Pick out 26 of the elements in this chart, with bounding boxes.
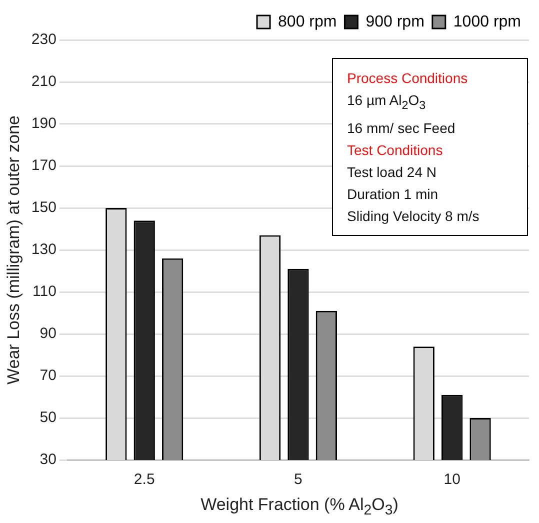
legend-label: 900 rpm: [366, 13, 424, 30]
x-axis-title: Weight Fraction (% Al$_{2}$O$_{3}$): [200, 495, 400, 518]
legend-label: 800 rpm: [278, 13, 337, 30]
y-tick-label: 90: [40, 325, 56, 342]
legend-label: 1000 rpm: [453, 13, 521, 30]
y-tick-label: 70: [40, 367, 56, 384]
annotation: Process Conditions: [347, 69, 469, 88]
y-tick-label: 130: [31, 241, 56, 258]
annotation: 16 µm Al$_{2}$O$_{3}$: [347, 91, 427, 114]
x-tick-label: 5: [294, 471, 302, 488]
annotation: Test load 24 N: [347, 162, 438, 182]
annotation: Test Conditions: [347, 140, 444, 160]
y-tick-label: 150: [31, 199, 56, 216]
annotation: 16 mm/ sec Feed: [347, 118, 456, 138]
y-tick-label: 50: [40, 409, 56, 426]
y-tick-label: 190: [31, 115, 56, 132]
y-tick-label: 210: [31, 73, 56, 90]
y-tick-label: 170: [31, 157, 56, 174]
x-tick-label: 2.5: [134, 471, 155, 488]
y-tick-label: 30: [40, 451, 56, 468]
y-tick-label: 110: [32, 283, 56, 300]
annotation: Sliding Velocity 8 m/s: [347, 206, 480, 226]
annotation: Duration 1 min: [347, 184, 440, 204]
y-axis-title: Wear Loss (milligram) at outer zone: [4, 116, 23, 384]
x-tick-label: 10: [444, 471, 460, 488]
y-tick-label: 230: [31, 31, 56, 48]
